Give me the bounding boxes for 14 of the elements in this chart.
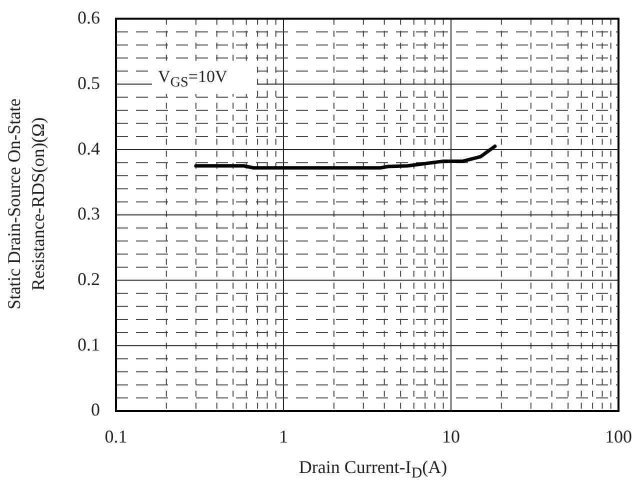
y-tick-label: 0.4 — [78, 138, 100, 158]
x-axis-title: Drain Current-I$_{D}$(A) — [298, 457, 448, 483]
y-axis-title: Static Drain-Source On-State Resistance-RDS(on)(Ω) — [3, 98, 49, 312]
x-tick-label: 100 — [605, 426, 632, 447]
y-tick-label: 0.2 — [78, 269, 100, 289]
annotation: V$_{GS}$=10V — [152, 64, 258, 94]
y-tick-label: 0.3 — [78, 204, 100, 224]
y-tick-label: 0.5 — [78, 72, 100, 93]
y-tick-label: 0.6 — [78, 8, 100, 28]
y-tick-label: 0 — [91, 400, 100, 420]
x-tick-label: 1 — [279, 426, 288, 447]
y-tick-label: 0.1 — [78, 334, 100, 354]
x-tick-label: 0.1 — [104, 426, 128, 447]
x-tick-label: 10 — [442, 426, 460, 447]
